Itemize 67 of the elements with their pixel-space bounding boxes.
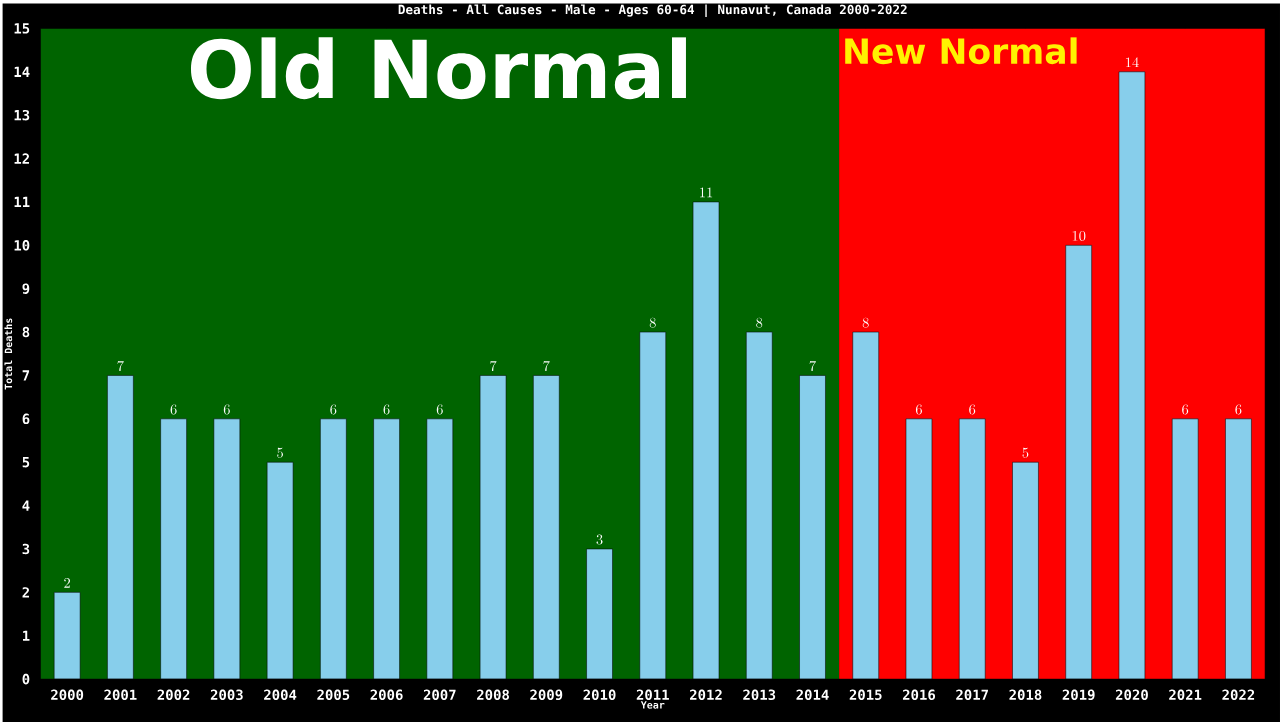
data-label: 6: [915, 404, 922, 415]
y-tick-label: 14: [14, 66, 30, 77]
x-tick-label: 2011: [636, 689, 669, 701]
data-label: 7: [543, 360, 550, 372]
data-label: 7: [809, 360, 816, 372]
y-tick-label: 9: [22, 283, 30, 294]
x-tick-label: 2004: [264, 689, 297, 701]
y-tick-label: 15: [14, 23, 30, 34]
x-tick-label: 2003: [210, 689, 243, 701]
y-tick-label: 3: [22, 543, 30, 555]
data-label: 6: [969, 404, 976, 415]
y-tick-label: 6: [22, 413, 30, 425]
data-label: 6: [436, 404, 443, 415]
chart-title: Deaths - All Causes - Male - Ages 60-64 | Nunavut, Canada 2000-2022: [398, 4, 907, 18]
y-tick-label: 2: [22, 587, 29, 598]
x-tick-label: 2016: [902, 689, 936, 701]
data-label: 3: [596, 534, 603, 545]
data-label: 7: [117, 360, 124, 372]
x-tick-label: 2006: [370, 689, 403, 701]
data-label: 8: [756, 317, 763, 328]
y-tick-label: 4: [22, 500, 30, 511]
x-tick-label: 2010: [583, 689, 616, 701]
data-label: 14: [1125, 57, 1139, 68]
y-tick-label: 13: [14, 109, 30, 121]
data-label: 10: [1072, 230, 1086, 241]
x-tick-label: 2015: [849, 689, 882, 701]
y-tick-label: 1: [23, 630, 30, 641]
x-tick-label: 2020: [1115, 689, 1148, 701]
x-tick-label: 2019: [1062, 689, 1095, 701]
y-tick-label: 10: [14, 240, 30, 251]
data-label: 8: [862, 317, 869, 328]
x-tick-label: 2017: [956, 689, 988, 701]
data-label: 5: [277, 447, 283, 458]
x-tick-label: 2021: [1169, 689, 1202, 701]
x-axis-title: Year: [640, 701, 665, 709]
y-axis-title: Total Deaths: [4, 318, 13, 390]
x-tick-label: 2014: [796, 689, 829, 701]
data-label: 6: [223, 404, 230, 415]
x-tick-label: 2001: [104, 689, 137, 701]
band-label: New Normal: [845, 37, 1077, 65]
x-tick-label: 2022: [1222, 689, 1255, 701]
data-label: 5: [1022, 447, 1029, 458]
x-tick-label: 2013: [743, 689, 776, 701]
x-tick-label: 2018: [1009, 689, 1042, 701]
band-label: Old Normal: [190, 37, 686, 100]
data-label: 7: [490, 360, 497, 372]
x-tick-label: 2007: [423, 689, 456, 701]
data-label: 8: [649, 317, 656, 328]
data-label: 6: [330, 404, 337, 415]
data-label: 6: [1182, 404, 1189, 415]
x-tick-label: 2000: [51, 689, 84, 701]
y-tick-label: 0: [22, 673, 30, 685]
y-tick-label: 7: [22, 370, 30, 381]
y-tick-label: 11: [14, 196, 30, 208]
data-label: 2: [64, 577, 71, 588]
data-label: 6: [170, 404, 177, 415]
y-tick-label: 5: [22, 457, 30, 468]
x-tick-label: 2012: [689, 689, 722, 701]
data-label: 6: [1235, 404, 1242, 415]
data-label: 11: [700, 187, 713, 198]
x-tick-label: 2008: [477, 689, 509, 701]
data-label: 6: [383, 404, 390, 415]
x-tick-label: 2009: [530, 689, 563, 701]
y-tick-label: 8: [22, 326, 30, 338]
y-tick-label: 12: [14, 153, 29, 164]
x-tick-label: 2005: [317, 689, 350, 701]
x-tick-label: 2002: [157, 689, 190, 701]
